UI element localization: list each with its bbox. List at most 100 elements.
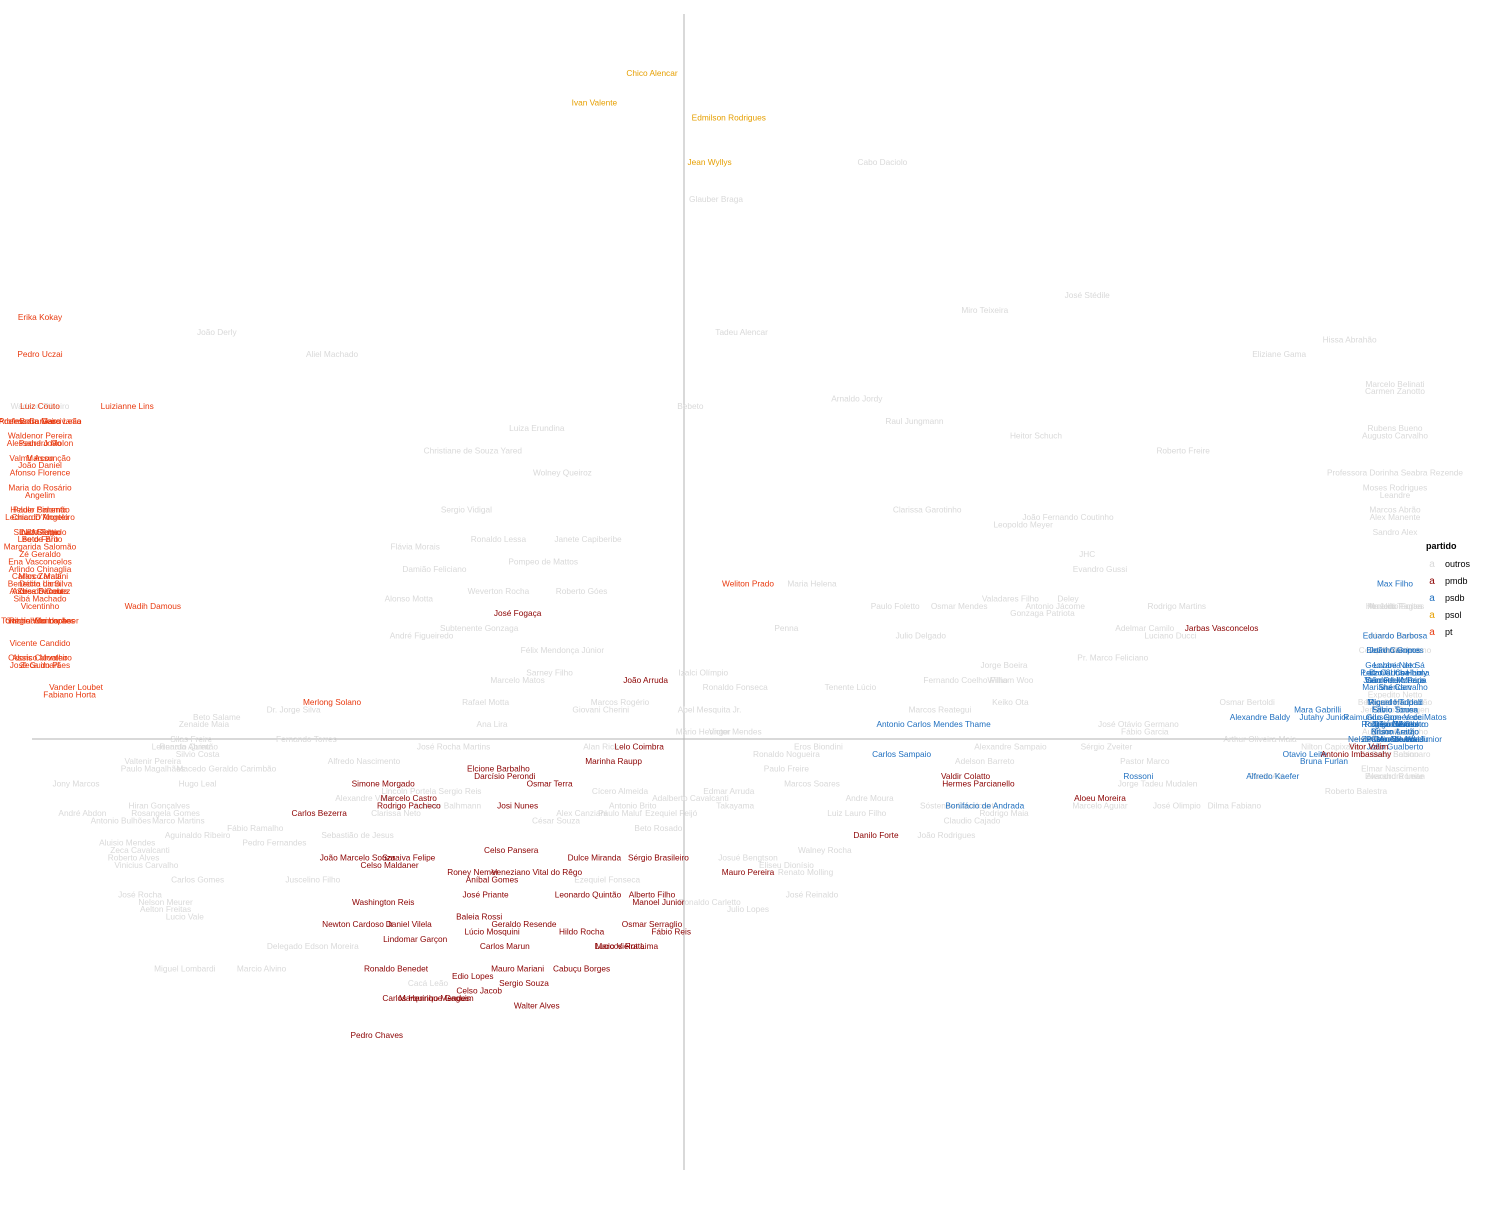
point-label-outros: Maria Helena (787, 579, 837, 589)
point-label-outros: Sergio Reis (439, 786, 482, 796)
point-label-outros: Hugo Leal (179, 778, 217, 788)
point-label-outros: José Olimpio (1153, 801, 1201, 811)
point-label-psdb: Nelson Marchezan Junior (1348, 734, 1442, 744)
point-label-outros: Roberto Góes (556, 586, 608, 596)
point-label-pmdb: Marcelo Castro (381, 793, 438, 803)
point-label-outros: Josué Bengtson (718, 852, 778, 862)
point-label-pt: Weliton Prado (722, 579, 774, 589)
point-label-psol: Jean Wyllys (688, 157, 732, 167)
point-label-pt: Zeca do Pt (20, 660, 61, 670)
point-label-outros: Silas Freire (170, 734, 212, 744)
point-label-psdb: Geovania de Sá (1365, 660, 1425, 670)
point-label-pt: Padre João (19, 438, 62, 448)
point-label-pt: Vander Loubet (49, 682, 104, 692)
point-label-psdb: Eduardo Barbosa (1363, 630, 1428, 640)
point-label-pmdb: Geraldo Resende (491, 919, 556, 929)
point-label-outros: Paulo Maluf (598, 808, 643, 818)
point-label-psdb: Rossoni (1123, 771, 1153, 781)
point-label-outros: Deley (1057, 593, 1079, 603)
point-label-outros: Bebeto (677, 401, 704, 411)
point-label-psdb: Alexandre Baldy (1230, 712, 1291, 722)
point-label-outros: Roberto Alves (108, 852, 160, 862)
point-label-pmdb: Darcísio Perondi (474, 771, 535, 781)
point-label-outros: Ronaldo Lessa (471, 534, 527, 544)
point-label-outros: Mendonça Filho (1365, 697, 1424, 707)
point-label-psdb: Mariana Carvalho (1362, 682, 1428, 692)
point-label-pmdb: Veneziano Vital do Rêgo (491, 867, 582, 877)
point-label-pt: Helder Salomão (10, 505, 70, 515)
point-label-outros: Antonio Brito (609, 801, 657, 811)
point-label-pt: Odorico Monteiro (8, 653, 72, 663)
point-label-outros: Benjamin Maranhão (1358, 697, 1433, 707)
point-label-outros: Vinicius Carvalho (114, 860, 178, 870)
point-label-psdb: Bruna Furlan (1300, 756, 1348, 766)
point-label-outros: Sandro Alex (1373, 527, 1419, 537)
point-label-outros: André Figueiredo (390, 630, 454, 640)
point-label-outros: Pr. Marco Feliciano (1077, 653, 1148, 663)
point-label-outros: Keiko Ota (992, 697, 1029, 707)
point-label-pt: Gabriel Guimarães (5, 616, 75, 626)
point-label-outros: Adalberto Cavalcanti (652, 793, 729, 803)
point-label-outros: Félix Mendonça Júnior (521, 645, 605, 655)
point-label-psdb: Nilson Leitão (1371, 727, 1419, 737)
point-label-pt: Zé Geraldo (19, 549, 61, 559)
point-label-outros: Jony Marcos (52, 778, 99, 788)
point-label-outros: Luiz Lauro Filho (827, 808, 886, 818)
point-label-outros: Andre Moura (846, 793, 894, 803)
point-label-outros: Aliel Machado (306, 349, 359, 359)
point-label-outros: Cícero Almeida (592, 786, 649, 796)
point-label-pt: Professora Marcivania (0, 416, 82, 426)
point-label-outros: Fernando Coelho Filho (923, 675, 1008, 685)
point-label-psol: Edmilson Rodrigues (692, 112, 766, 122)
point-label-outros: João Rodrigues (917, 830, 975, 840)
point-label-outros: Roberto Freire (1156, 445, 1210, 455)
point-label-outros: Arthur Oliveira Maia (1223, 734, 1297, 744)
point-label-psdb: João Campos (1369, 645, 1420, 655)
point-label-outros: Alexandre Valle (335, 793, 393, 803)
point-label-pt: Margarida Salomão (4, 542, 77, 552)
point-label-psdb: João Paulo Papa (1363, 675, 1427, 685)
point-label-outros: Edmar Arruda (703, 786, 755, 796)
point-label-outros: Alonso Motta (385, 593, 434, 603)
point-label-pmdb: Simone Morgado (352, 778, 416, 788)
point-label-psdb: Ricardo Tripoli (1368, 697, 1421, 707)
point-label-outros: João Derly (197, 327, 238, 337)
point-label-outros: Sóstenes Cavalcante (920, 801, 999, 811)
point-label-outros: Delegado Edson Moreira (267, 941, 359, 951)
point-label-pt: Décio Lima (19, 579, 61, 589)
point-label-outros: Fernando Torres (276, 734, 337, 744)
point-label-psdb: Betinho Gomes (1366, 645, 1423, 655)
point-label-psdb: Shéridan (1378, 682, 1412, 692)
point-label-outros: Aelton Freitas (140, 904, 191, 914)
point-label-outros: Christiane de Souza Yared (424, 445, 523, 455)
point-label-outros: William Woo (987, 675, 1033, 685)
point-label-pmdb: João Marcelo Souza (320, 852, 396, 862)
point-label-psdb: Daniel Coelho (1369, 667, 1422, 677)
point-label-outros: Osmar Bertoldi (1220, 697, 1275, 707)
point-label-outros: JHC (1079, 549, 1095, 559)
point-label-psdb: Silvio Torres (1372, 704, 1417, 714)
point-label-psdb: Paulo Abi-Ackel (1366, 734, 1424, 744)
point-label-outros: Leandre (1380, 490, 1411, 500)
point-label-outros: Antônio Balhmann (413, 801, 481, 811)
point-label-pmdb: Pedro Chaves (351, 1030, 404, 1040)
point-label-pmdb: Marcos Rotta (595, 941, 645, 951)
point-label-pt: Marco Maia (18, 571, 62, 581)
point-label-outros: Clarissa Neto (371, 808, 421, 818)
point-label-outros: Ezequiel Fonseca (574, 875, 640, 885)
point-label-outros: Clarissa Garotinho (893, 505, 962, 515)
point-label-pt: Luizianne Lins (101, 401, 154, 411)
point-label-pmdb: Lúcio Mosquini (464, 926, 520, 936)
point-label-pmdb: Dulce Miranda (568, 852, 622, 862)
point-label-pt: Sibá Machado (13, 527, 66, 537)
point-label-outros: Carlos Gomes (171, 875, 224, 885)
point-label-outros: Marcelo Matos (490, 675, 544, 685)
point-label-pt: Arlindo Chinaglia (9, 564, 72, 574)
point-label-outros: Eduardo Bolsonaro (1359, 749, 1430, 759)
point-label-outros: Silvio Costa (176, 749, 220, 759)
point-label-outros: Valadares Filho (982, 593, 1039, 603)
point-label-outros: Janete Capiberibe (554, 534, 622, 544)
point-label-pt: Alessandro Molon (7, 438, 74, 448)
point-label-outros: Augusto Carvalho (1362, 431, 1428, 441)
